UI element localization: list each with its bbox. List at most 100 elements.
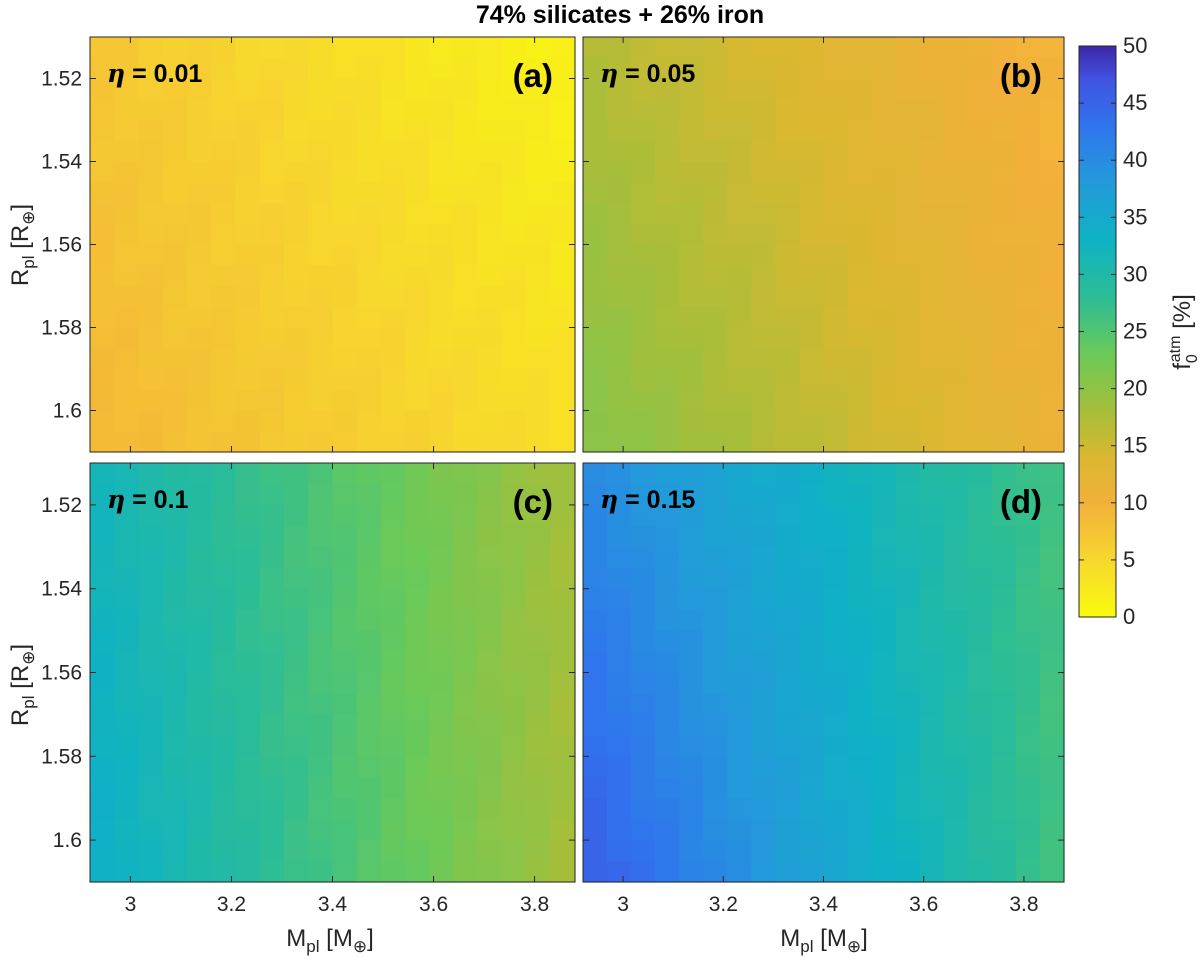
heatmap-cell [799, 223, 825, 246]
heatmap-cell [991, 819, 1017, 841]
heatmap-cell [211, 99, 237, 121]
heatmap-cell [727, 588, 752, 611]
heatmap-cell [607, 693, 632, 715]
heatmap-cell [114, 714, 140, 736]
heatmap-cell [631, 369, 656, 391]
heatmap-cell [583, 819, 608, 841]
heatmap-cell [453, 78, 479, 100]
heatmap-cell [583, 525, 608, 548]
heatmap-cell [1039, 369, 1065, 391]
heatmap-cell [847, 265, 873, 287]
heatmap-cell [679, 389, 704, 412]
heatmap-cell [235, 861, 261, 883]
heatmap-cell [631, 483, 656, 506]
heatmap-cell [356, 609, 382, 632]
heatmap-cell [751, 735, 776, 757]
heatmap-cell [211, 410, 237, 432]
heatmap-cell [478, 840, 503, 862]
heatmap-cell [775, 861, 801, 883]
heatmap-cell [799, 735, 825, 757]
heatmap-cell [1015, 588, 1041, 611]
x-tick-label: 3.8 [1009, 893, 1038, 916]
heatmap-cell [356, 327, 382, 349]
heatmap-cell [1039, 588, 1065, 611]
heatmap-cell [356, 140, 382, 163]
heatmap-cell [381, 37, 406, 59]
heatmap-cell [308, 504, 334, 527]
heatmap-cell [550, 389, 576, 412]
heatmap-cell [631, 609, 656, 632]
heatmap-cell [679, 609, 704, 632]
heatmap-cell [550, 57, 576, 80]
heatmap-cell [550, 672, 576, 695]
heatmap-cell [583, 588, 608, 611]
colorbar-label: f0atm [%] [1167, 294, 1200, 370]
heatmap-cell [284, 525, 309, 548]
heatmap-cell [429, 161, 455, 183]
heatmap-cell [823, 735, 849, 757]
heatmap-cell [823, 223, 849, 246]
heatmap-cell [919, 120, 945, 142]
heatmap-cell [919, 223, 945, 246]
heatmap-cell [703, 588, 728, 611]
heatmap-cell [259, 651, 285, 674]
heatmap-cell [1039, 306, 1065, 329]
heatmap-cell [405, 182, 431, 204]
heatmap-cell [1039, 630, 1065, 653]
heatmap-cell [703, 819, 728, 841]
heatmap-cell [187, 861, 212, 883]
x-tick-label: 3.8 [520, 893, 549, 916]
heatmap-cell [727, 651, 752, 674]
heatmap-cell [1015, 567, 1041, 590]
heatmap-cell [775, 504, 801, 527]
heatmap-cell [381, 120, 406, 142]
heatmap-cell [429, 203, 455, 225]
y-axis-label-top: Rpl [R⊕] [7, 204, 38, 286]
heatmap-cell [679, 525, 704, 548]
heatmap-cell [679, 327, 704, 349]
heatmap-cell [308, 327, 334, 349]
heatmap-cell [478, 161, 503, 183]
heatmap-cell [284, 203, 309, 225]
heatmap-cell [823, 546, 849, 569]
heatmap-cell [583, 798, 608, 820]
heatmap-cell [895, 389, 921, 412]
heatmap-cell [405, 265, 431, 287]
heatmap-cell [332, 588, 358, 611]
heatmap-cell [114, 693, 140, 715]
heatmap-cell [284, 630, 309, 653]
heatmap-cell [1015, 735, 1041, 757]
heatmap-cell [114, 223, 140, 246]
heatmap-cell [823, 525, 849, 548]
heatmap-cell [871, 348, 897, 370]
heatmap-cell [138, 327, 164, 349]
heatmap-cell [1015, 672, 1041, 695]
heatmap-cell [799, 546, 825, 569]
heatmap-cell [607, 306, 632, 329]
heatmap-cell [259, 348, 285, 370]
heatmap-cell [583, 244, 608, 266]
heatmap-cell [259, 140, 285, 163]
heatmap-cell [478, 630, 503, 653]
heatmap-cell [775, 348, 801, 370]
heatmap-cell [284, 306, 309, 329]
heatmap-cell [138, 306, 164, 329]
heatmap-cell [187, 756, 212, 778]
heatmap-cell [1015, 630, 1041, 653]
heatmap-cell [991, 161, 1017, 183]
heatmap-cell [211, 567, 237, 590]
heatmap-cell [703, 37, 728, 59]
heatmap-cell [607, 182, 632, 204]
heatmap-cell [703, 244, 728, 266]
heatmap-cell [453, 777, 479, 799]
heatmap-cell [751, 161, 776, 183]
heatmap-cell [895, 327, 921, 349]
heatmap-cell [871, 37, 897, 59]
heatmap-cell [943, 389, 969, 412]
heatmap-cell [1039, 840, 1065, 862]
heatmap-cell [381, 504, 406, 527]
heatmap-cell [943, 840, 969, 862]
heatmap-cell [259, 57, 285, 80]
heatmap-cell [284, 672, 309, 695]
heatmap-cell [1015, 161, 1041, 183]
